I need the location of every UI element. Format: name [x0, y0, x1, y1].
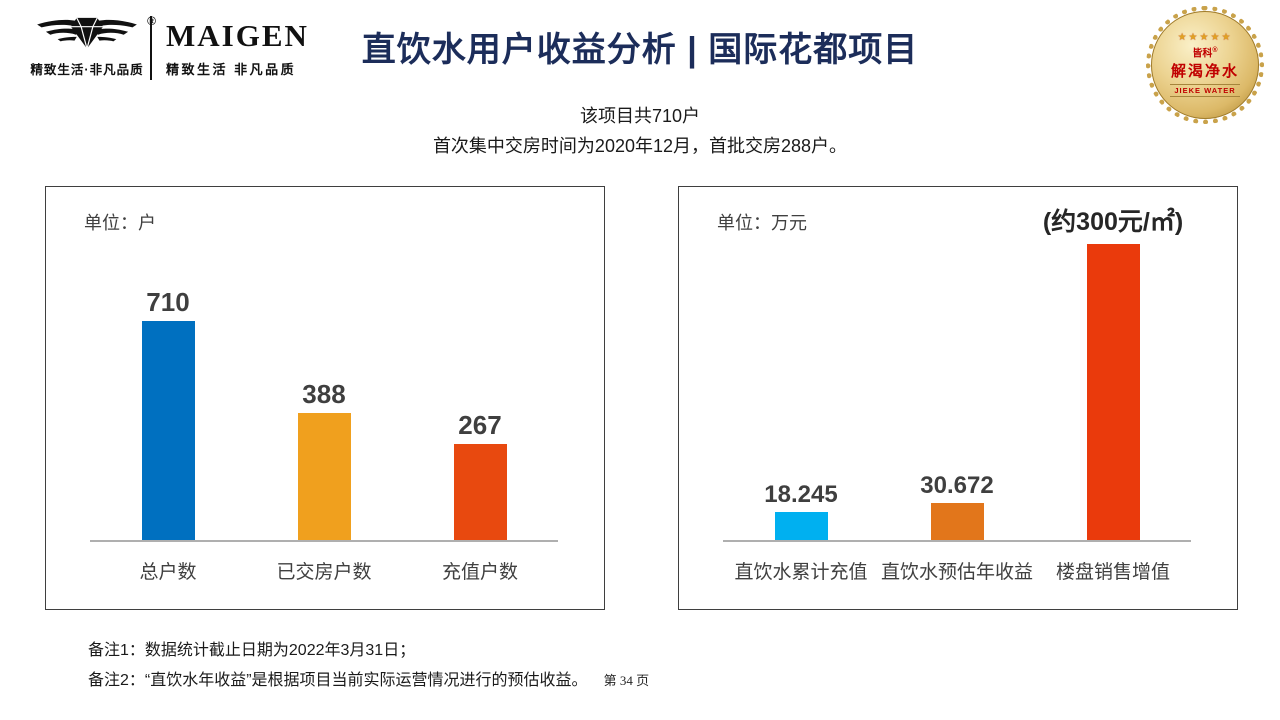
bar-value-label: 18.245	[764, 481, 838, 508]
maigen-wordmark: MAIGEN	[166, 18, 309, 53]
bar	[141, 321, 195, 540]
footnote-2: 备注2：“直饮水年收益”是根据项目当前实际运营情况进行的预估收益。	[88, 672, 588, 689]
category-label: 直饮水累计充值	[734, 562, 868, 583]
category-row: 直饮水累计充值 直饮水预估年收益 楼盘销售增值	[723, 557, 1191, 584]
chart-panel-revenue: 单位：万元 18.245 30.672 (约300元/㎡) 直饮水累计充值 直饮水预估…	[678, 186, 1238, 610]
bar-value-label: (约300元/㎡)	[1042, 208, 1184, 236]
maigen-wordmark-block: MAIGEN 精致生活 非凡品质	[166, 18, 309, 78]
footnotes: 备注1：数据统计截止日期为2022年3月31日； 备注2：“直饮水年收益”是根据…	[88, 636, 649, 696]
jieke-water-badge: ★★★★★ 皆科® 解渴净水 JIEKE WATER	[1146, 6, 1264, 124]
page-number: 第 34 页	[603, 673, 650, 688]
category-label: 充值户数	[441, 562, 518, 583]
bars-area: 18.245 30.672 (约300元/㎡)	[723, 205, 1191, 542]
logo-divider	[150, 16, 152, 80]
bar	[1086, 244, 1140, 540]
bars-area: 710 388 267	[90, 205, 558, 542]
footnote-2-row: 备注2：“直饮水年收益”是根据项目当前实际运营情况进行的预估收益。第 34 页	[88, 666, 649, 696]
badge-registered-mark: ®	[1212, 46, 1218, 54]
category-row: 总户数 已交房户数 充值户数	[90, 557, 558, 584]
category-label: 已交房户数	[276, 562, 372, 583]
badge-english-name: JIEKE WATER	[1170, 84, 1240, 98]
footnote-1: 备注1：数据统计截止日期为2022年3月31日；	[88, 642, 416, 659]
category-label: 总户数	[139, 562, 197, 583]
unit-label: 单位：万元	[717, 213, 807, 233]
bar	[453, 444, 507, 540]
subtitle-line2: 首次集中交房时间为2020年12月，首批交房288户。	[432, 136, 848, 156]
chart-panel-households: 单位：户 710 388 267 总户数 已交房户数 充值户数	[45, 186, 605, 610]
diamond-wings-icon	[37, 17, 137, 49]
category-label: 直饮水预估年收益	[880, 562, 1033, 583]
bar-column: 388	[246, 379, 402, 540]
bar-column: 18.245	[723, 481, 879, 540]
page-title: 直饮水用户收益分析 | 国际花都项目	[361, 31, 919, 69]
bar	[930, 503, 984, 540]
badge-slogan: 解渴净水	[1170, 64, 1239, 81]
bar-column: 710	[90, 287, 246, 540]
bar-value-label: 388	[302, 379, 346, 409]
bar-value-label: 30.672	[920, 472, 994, 499]
maigen-logo-block: ® 精致生活·非凡品质	[26, 12, 156, 78]
unit-label: 单位：户	[84, 213, 156, 233]
logo-left-tagline: 精致生活·非凡品质	[30, 63, 144, 77]
category-label: 楼盘销售增值	[1055, 562, 1170, 583]
badge-brand-name: 皆科®	[1192, 46, 1218, 60]
bar-column: 30.672	[879, 472, 1035, 540]
subtitle-line1: 该项目共710户	[579, 106, 701, 126]
bar-value-label: 267	[458, 410, 502, 440]
bar	[774, 512, 828, 540]
bar-value-label: 710	[146, 287, 190, 317]
bar-column: (约300元/㎡)	[1035, 202, 1191, 540]
bar	[297, 413, 351, 540]
badge-stars: ★★★★★	[1177, 31, 1233, 43]
bar-column: 267	[402, 410, 558, 540]
maigen-wordmark-tagline: 精致生活 非凡品质	[166, 62, 297, 77]
